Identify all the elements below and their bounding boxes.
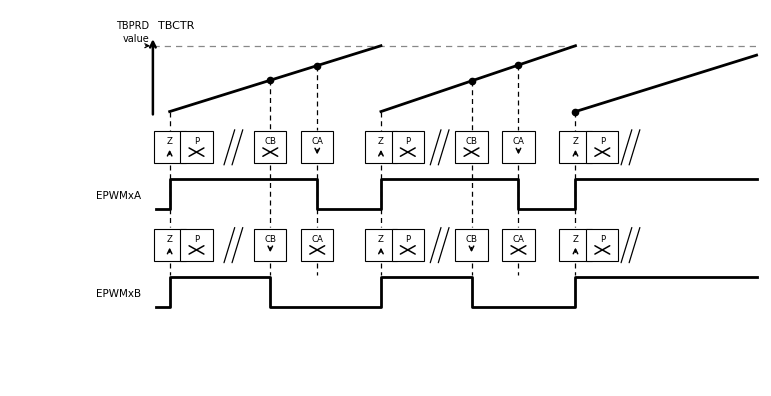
Text: CA: CA — [311, 137, 323, 147]
Text: P: P — [406, 137, 410, 147]
Text: Z: Z — [378, 235, 384, 244]
Bar — [456, 131, 487, 163]
Bar — [392, 131, 424, 163]
Text: EPWMxA: EPWMxA — [96, 191, 141, 201]
Bar — [503, 131, 534, 163]
Bar — [365, 229, 397, 261]
Bar — [392, 229, 424, 261]
Bar — [301, 229, 333, 261]
Text: Z: Z — [573, 137, 578, 147]
Text: P: P — [600, 137, 605, 147]
Text: CB: CB — [466, 137, 477, 147]
Bar — [586, 131, 618, 163]
Bar — [153, 131, 186, 163]
Text: P: P — [600, 235, 605, 244]
Text: P: P — [194, 235, 199, 244]
Bar — [180, 131, 213, 163]
Text: CB: CB — [264, 137, 276, 147]
Text: Z: Z — [573, 235, 578, 244]
Text: P: P — [194, 137, 199, 147]
Text: Z: Z — [378, 137, 384, 147]
Bar — [254, 229, 286, 261]
Bar — [301, 131, 333, 163]
Text: Z: Z — [167, 137, 173, 147]
Text: CB: CB — [466, 235, 477, 244]
Bar — [180, 229, 213, 261]
Text: P: P — [406, 235, 410, 244]
Text: Z: Z — [167, 235, 173, 244]
Text: TBPRD
value: TBPRD value — [116, 21, 150, 44]
Bar — [586, 229, 618, 261]
Bar — [365, 131, 397, 163]
Text: CA: CA — [513, 137, 524, 147]
Bar — [153, 229, 186, 261]
Text: TBCTR: TBCTR — [158, 21, 194, 31]
Bar — [560, 229, 591, 261]
Text: CB: CB — [264, 235, 276, 244]
Bar — [560, 131, 591, 163]
Text: EPWMxB: EPWMxB — [96, 289, 141, 299]
Bar — [503, 229, 534, 261]
Text: CA: CA — [311, 235, 323, 244]
Bar — [456, 229, 487, 261]
Text: CA: CA — [513, 235, 524, 244]
Bar — [254, 131, 286, 163]
